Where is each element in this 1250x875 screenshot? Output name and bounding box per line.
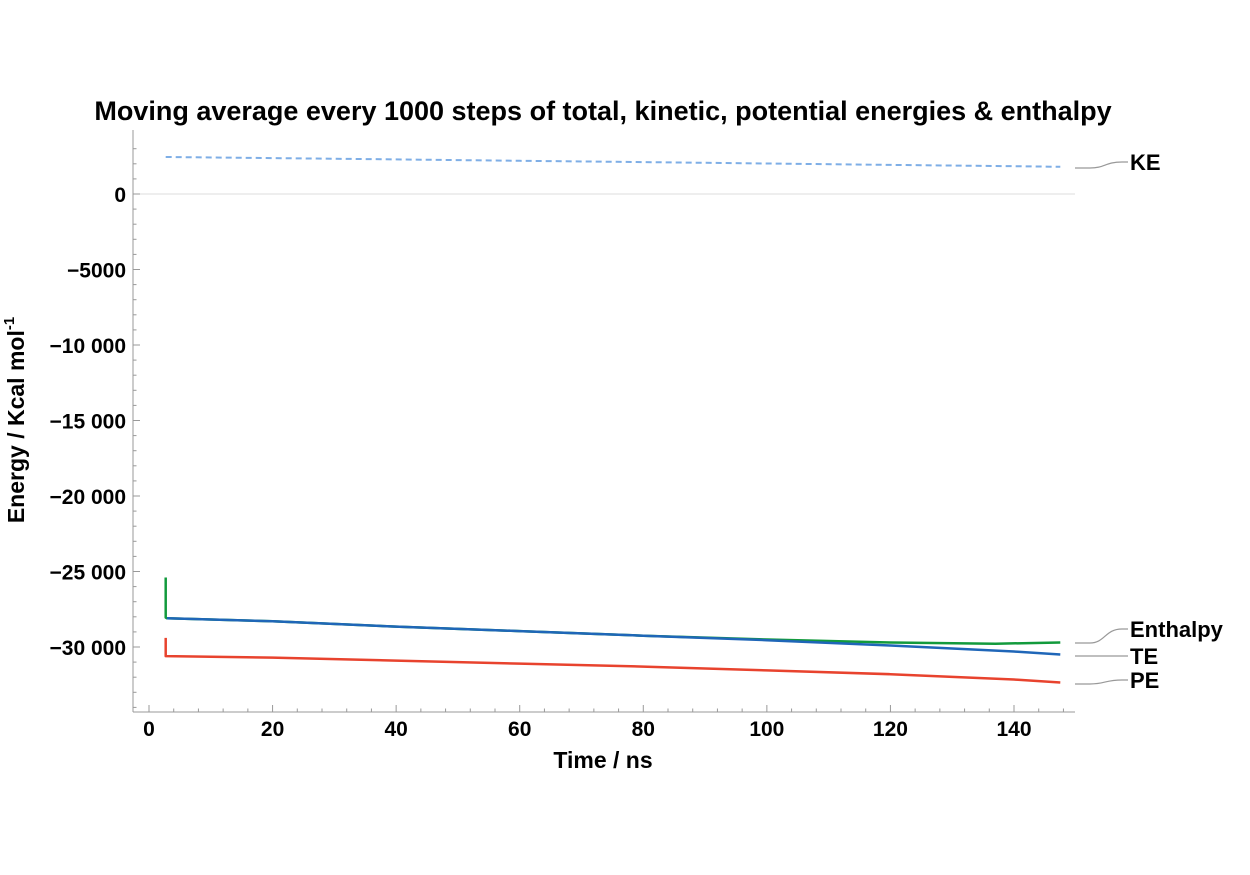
leader-line-ke (1075, 161, 1128, 169)
series-line-ke (165, 156, 1061, 168)
y-tick-label: −10 000 (50, 335, 127, 358)
series-line-pe (164, 637, 1061, 684)
chart-title: Moving average every 1000 steps of total… (94, 96, 1111, 126)
y-tick-label: 0 (114, 184, 126, 207)
y-tick-label: −25 000 (50, 562, 127, 585)
leader-line-pe (1075, 679, 1128, 685)
x-tick-label: 100 (749, 718, 784, 741)
leader-line-enthalpy (1075, 628, 1128, 644)
series-line-te (166, 617, 1061, 656)
y-tick-label: −5000 (67, 260, 126, 283)
y-tick-label: −30 000 (50, 637, 127, 660)
x-tick-label: 20 (261, 718, 284, 741)
y-axis-label-text: Energy / Kcal mol (3, 330, 29, 523)
y-axis-label-superscript: -1 (1, 317, 18, 330)
x-axis-label: Time / ns (553, 747, 652, 773)
axes: 0 20 40 60 80 100 120 140 0 −5000 −10 000 −15 000 −2… (50, 130, 1075, 741)
series-layer (164, 156, 1061, 684)
x-tick-label: 120 (873, 718, 908, 741)
x-tick-label: 140 (996, 718, 1031, 741)
x-tick-label: 0 (143, 718, 155, 741)
series-label-enthalpy: Enthalpy (1130, 617, 1224, 642)
series-label-pe: PE (1130, 668, 1159, 693)
series-label-ke: KE (1130, 150, 1161, 175)
x-tick-label: 80 (632, 718, 655, 741)
y-tick-label: −20 000 (50, 486, 127, 509)
x-tick-label: 60 (508, 718, 531, 741)
x-tick-label: 40 (384, 718, 407, 741)
y-tick-label: −15 000 (50, 411, 127, 434)
series-label-te: TE (1130, 644, 1158, 669)
y-axis-label: Energy / Kcal mol-1 (1, 317, 29, 523)
